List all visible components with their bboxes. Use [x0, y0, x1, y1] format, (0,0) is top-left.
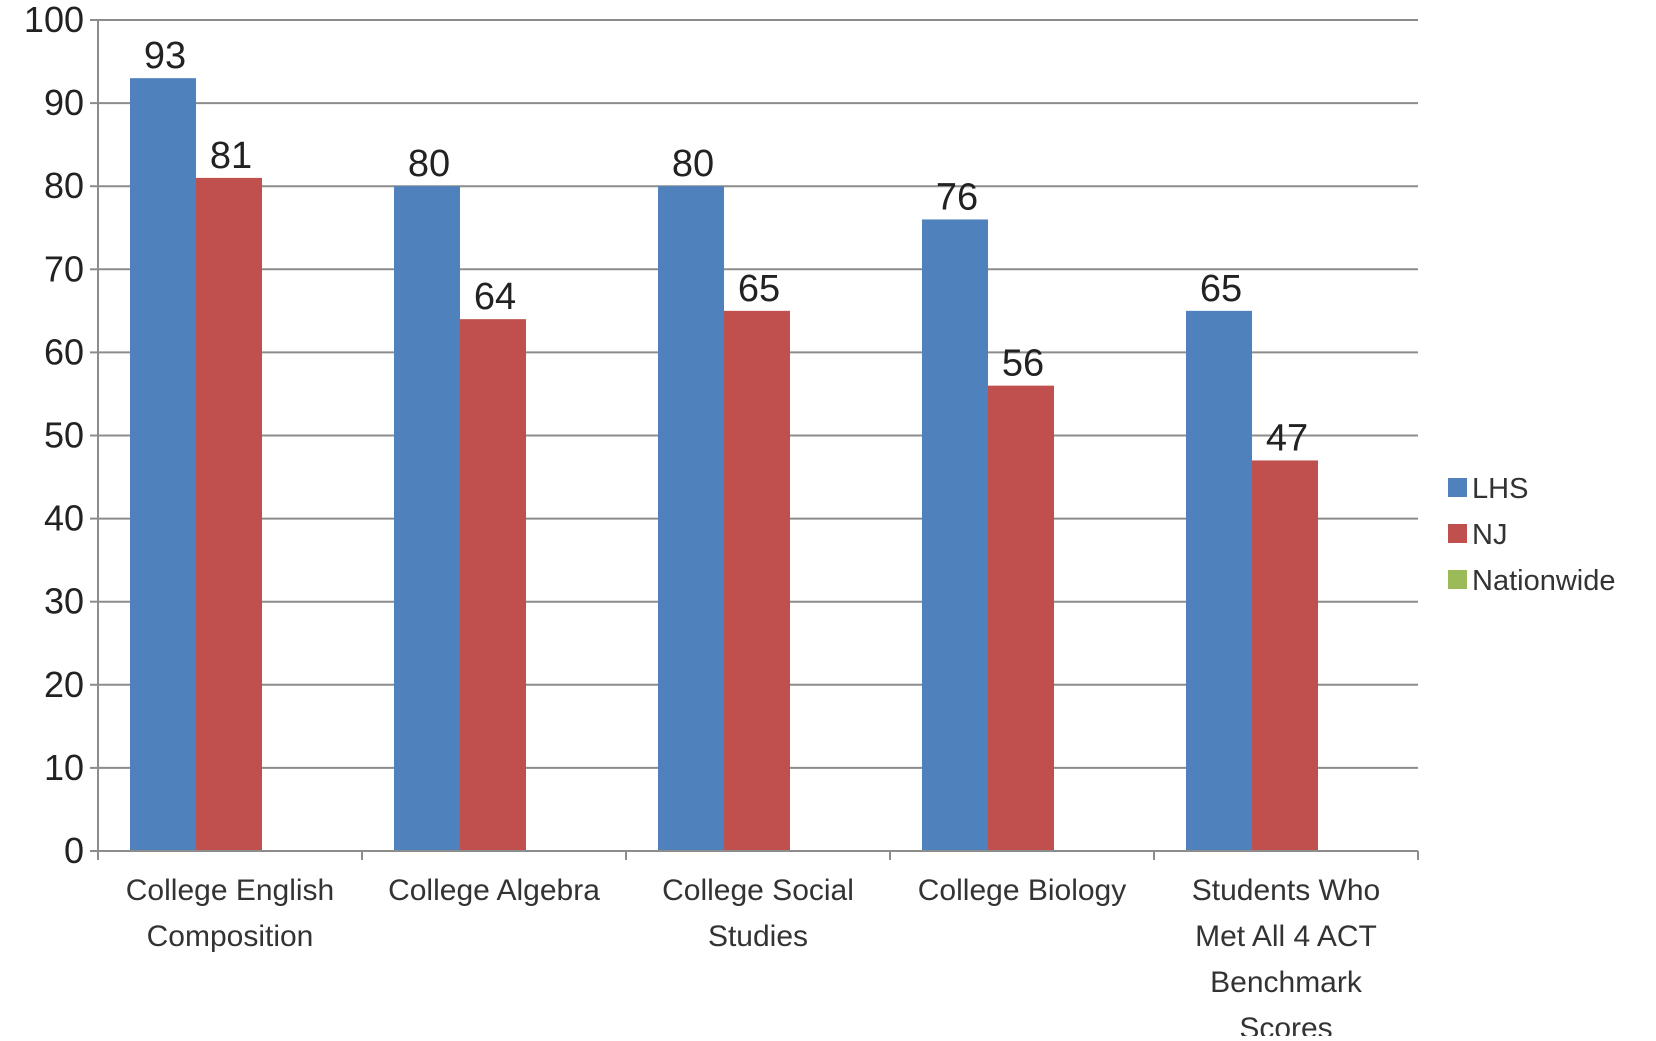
data-label: 80	[672, 143, 714, 185]
legend-swatch	[1448, 570, 1467, 589]
data-label: 93	[144, 35, 186, 77]
x-tick-label-line: College Algebra	[388, 874, 600, 907]
data-label: 80	[408, 143, 450, 185]
legend-label: Nationwide	[1472, 565, 1615, 597]
y-tick-label: 100	[24, 0, 84, 40]
legend: LHS NJ Nationwide	[1448, 473, 1615, 597]
x-tick-label-line: College English	[126, 874, 334, 907]
y-tick-label: 10	[44, 747, 84, 788]
x-tick-label: Students Who Met All 4 ACT Benchmark Scores	[1192, 874, 1380, 1036]
x-tick-label-line: College Biology	[918, 874, 1126, 907]
y-tick-label: 40	[44, 498, 84, 539]
bar-nj	[460, 319, 526, 851]
data-label: 65	[1200, 268, 1242, 310]
axes: 0 10 20 30 40 50 60 70 80 90 100 College English Com…	[24, 0, 1419, 1041]
data-label: 47	[1266, 417, 1308, 459]
y-tick-label: 50	[44, 415, 84, 456]
legend-swatch	[1448, 524, 1467, 543]
y-tick-label: 90	[44, 82, 84, 123]
x-tick-label-line: Scores	[1239, 1012, 1332, 1036]
x-tick-label-line: Students Who	[1192, 874, 1380, 907]
bar-nj	[1252, 460, 1318, 851]
y-tick-label: 70	[44, 248, 84, 289]
x-tick-label-line: Studies	[708, 920, 808, 953]
x-tick-label: College English Composition	[126, 874, 334, 953]
bar-lhs	[1186, 310, 1252, 852]
bars	[130, 78, 1318, 852]
x-tick-label-line: Benchmark	[1210, 966, 1363, 999]
y-tick-label: 80	[44, 165, 84, 206]
x-tick-label: College Social Studies	[662, 874, 854, 953]
bar-lhs	[658, 186, 724, 851]
x-tick-label-line: Composition	[147, 920, 314, 953]
y-tick-label: 0	[64, 830, 84, 871]
y-tick-label: 20	[44, 664, 84, 705]
y-tick-label: 60	[44, 331, 84, 372]
legend-swatch	[1448, 478, 1467, 497]
bar-lhs	[922, 219, 988, 851]
x-tick-label: College Biology	[918, 874, 1126, 907]
legend-label: LHS	[1472, 473, 1528, 505]
legend-label: NJ	[1472, 519, 1507, 551]
bar-nj	[196, 177, 262, 851]
data-label: 76	[936, 176, 978, 218]
bar-nj	[724, 310, 790, 852]
bar-nj	[988, 385, 1054, 851]
x-tick-label-line: Met All 4 ACT	[1195, 920, 1377, 953]
data-label: 65	[738, 268, 780, 310]
bar-lhs	[130, 78, 196, 852]
data-label: 56	[1002, 343, 1044, 385]
data-labels: 93 80 80 76 65 81 64 65 56 47	[144, 35, 1308, 459]
x-tick-label-line: College Social	[662, 874, 854, 907]
x-tick-label: College Algebra	[388, 874, 600, 907]
bar-lhs	[394, 186, 460, 851]
data-label: 64	[474, 276, 516, 318]
y-tick-label: 30	[44, 581, 84, 622]
data-label: 81	[210, 135, 252, 177]
